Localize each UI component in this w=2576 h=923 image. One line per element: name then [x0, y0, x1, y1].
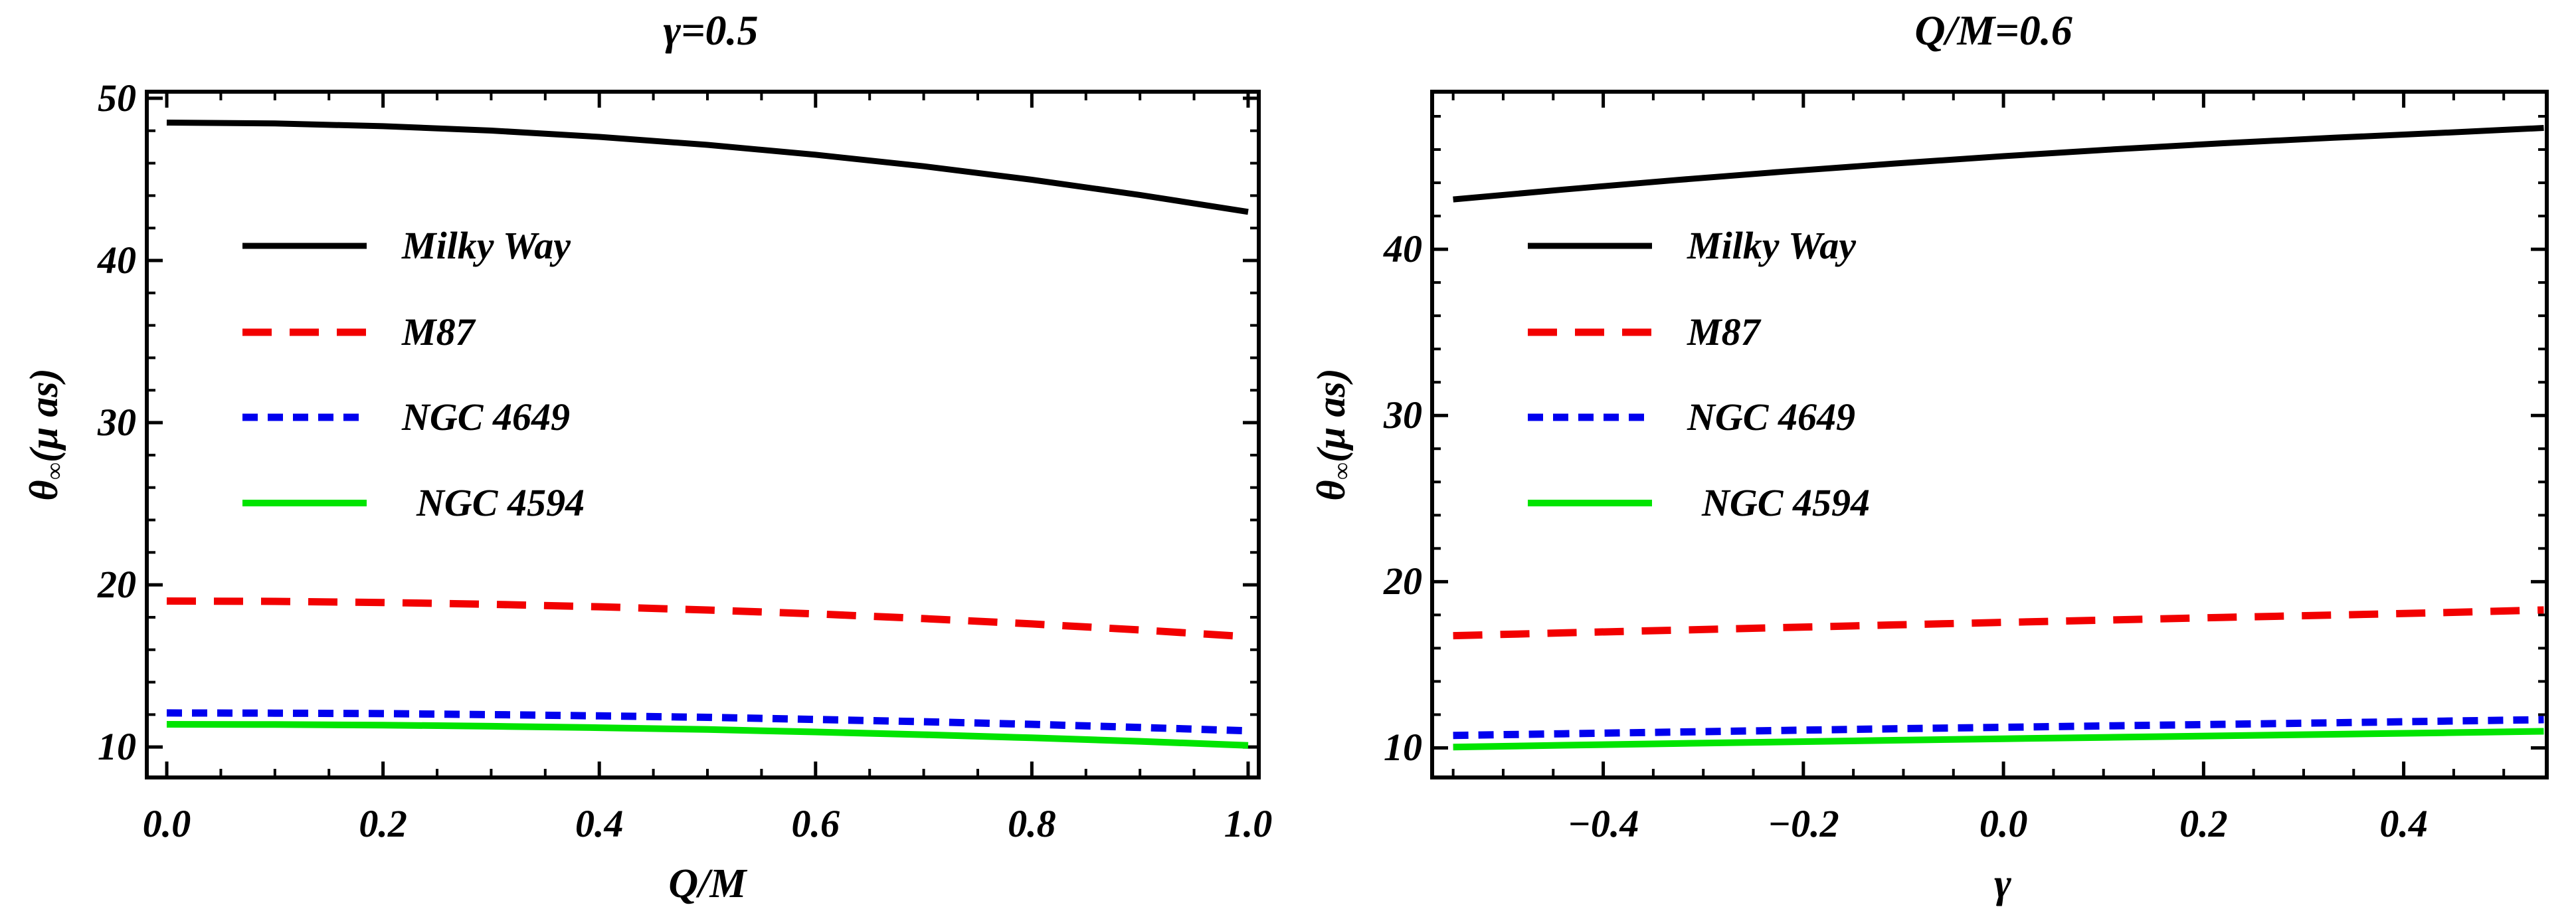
right-plot-frame [1430, 90, 2549, 779]
theta-symbol: θ [1309, 480, 1353, 501]
right-x-tick-label: −0.2 [1768, 802, 1839, 845]
left-y-tick-label: 20 [98, 563, 136, 607]
series-line-m87 [166, 597, 1249, 641]
left-x-tick-label: 0.8 [1008, 802, 1056, 845]
legend-label-ngc-4594: NGC 4594 [416, 481, 585, 524]
left-plot-canvas [145, 90, 1261, 779]
left-y-tick-label: 30 [98, 401, 136, 445]
left-y-axis-label: θ∞(μ as) [20, 368, 79, 500]
series-line-ngc-4594 [1453, 728, 2544, 751]
right-x-tick-label: 0.0 [1979, 802, 2028, 845]
left-x-axis-label: Q/M [668, 861, 747, 906]
left-y-tick-label: 10 [98, 725, 136, 769]
right-panel-title: Q/M=0.6 [1914, 7, 2072, 54]
series-line-ngc-4649 [1453, 716, 2544, 740]
series-line-milky-way [1453, 125, 2544, 203]
legend-label-m87: M87 [402, 310, 475, 354]
legend-label-ngc-4649: NGC 4649 [402, 395, 570, 439]
left-x-tick-label: 0.0 [142, 802, 191, 845]
left-x-tick-label: 1.0 [1224, 802, 1273, 845]
right-x-axis-label: γ [1994, 861, 2011, 906]
legend-label-ngc-4594: NGC 4594 [1702, 481, 1870, 524]
series-line-ngc-4649 [166, 709, 1249, 735]
theta-symbol: θ [22, 480, 66, 501]
y-axis-units: (μ as) [22, 368, 66, 463]
right-y-axis-label: θ∞(μ as) [1307, 368, 1366, 500]
series-line-m87 [1453, 606, 2544, 640]
right-y-tick-label: 40 [1384, 227, 1422, 271]
legend-label-milky-way: Milky Way [402, 224, 571, 267]
left-x-tick-label: 0.4 [575, 802, 624, 845]
y-axis-units: (μ as) [1309, 368, 1353, 463]
series-line-milky-way [166, 120, 1249, 215]
right-plot-canvas [1430, 90, 2549, 779]
left-plot-frame [145, 90, 1261, 779]
right-x-tick-label: 0.4 [2379, 802, 2428, 845]
legend-label-ngc-4649: NGC 4649 [1687, 395, 1855, 439]
left-panel-title: γ=0.5 [663, 7, 759, 54]
left-y-tick-label: 40 [98, 238, 136, 282]
legend-label-milky-way: Milky Way [1687, 224, 1857, 267]
right-x-tick-label: 0.2 [2179, 802, 2228, 845]
right-y-tick-label: 20 [1384, 560, 1422, 603]
series-line-ngc-4594 [166, 721, 1249, 749]
right-x-tick-label: −0.4 [1567, 802, 1639, 845]
infinity-subscript: ∞ [1329, 462, 1356, 480]
legend-label-m87: M87 [1687, 310, 1760, 354]
right-y-tick-label: 10 [1384, 726, 1422, 769]
left-x-tick-label: 0.6 [791, 802, 840, 845]
right-y-tick-label: 30 [1384, 393, 1422, 437]
left-x-tick-label: 0.2 [359, 802, 407, 845]
infinity-subscript: ∞ [41, 462, 69, 480]
left-y-tick-label: 50 [98, 76, 136, 120]
